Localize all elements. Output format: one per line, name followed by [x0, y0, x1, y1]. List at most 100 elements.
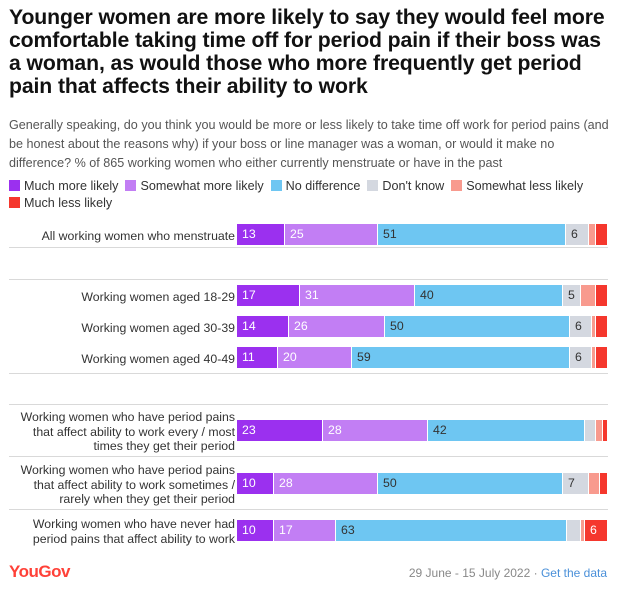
bar-segment: 6: [570, 316, 591, 337]
row-divider: [9, 247, 608, 248]
stacked-bar: 23 28 42: [237, 420, 607, 441]
category-label: Working women aged 30-39: [81, 321, 235, 335]
bar-segment: 50: [378, 473, 562, 494]
data-label: 5: [568, 288, 575, 302]
category-label: Working women who have period pains that…: [20, 410, 235, 453]
legend-swatch: [9, 180, 20, 191]
data-label: 17: [279, 523, 293, 537]
footer-separator: ·: [530, 566, 541, 580]
bar-segment: 59: [352, 347, 569, 368]
bar-segment: 28: [323, 420, 427, 441]
bar-segment: 42: [428, 420, 584, 441]
bar-segment: [585, 420, 595, 441]
data-label: 6: [590, 523, 597, 537]
bar-segment: 40: [415, 285, 562, 306]
data-label: 31: [305, 288, 319, 302]
bar-segment: 6: [585, 520, 607, 541]
legend-swatch: [9, 197, 20, 208]
bar-segment: 5: [563, 285, 580, 306]
bar-segment: 23: [237, 420, 322, 441]
bar-segment: [581, 520, 584, 541]
get-data-link[interactable]: Get the data: [540, 566, 607, 580]
legend-item: Much less likely: [9, 195, 112, 212]
category-label: Working women aged 18-29: [81, 290, 235, 304]
legend-label: Much more likely: [24, 179, 119, 193]
bar-segment: [589, 224, 595, 245]
data-label: 6: [571, 227, 578, 241]
legend: Much more likely Somewhat more likely No d…: [9, 178, 613, 212]
legend-item: No difference: [270, 178, 361, 195]
bar-segment: [603, 420, 607, 441]
bar-segment: [600, 473, 607, 494]
bar-segment: 6: [570, 347, 591, 368]
category-label: Working women who have never had period …: [32, 517, 235, 546]
bar-segment: 11: [237, 347, 277, 368]
data-label: 26: [294, 319, 308, 333]
row-divider: [9, 404, 608, 405]
data-label: 28: [279, 476, 293, 490]
legend-label: Much less likely: [24, 196, 113, 210]
bar-segment: [567, 520, 580, 541]
data-label: 40: [420, 288, 434, 302]
stacked-bar: 11 20 59 6: [237, 347, 607, 368]
category-label: Working women who have period pains that…: [20, 463, 235, 506]
stacked-bar: 13 25 51 6: [237, 224, 607, 245]
legend-label: No difference: [285, 179, 361, 193]
bar-segment: 50: [385, 316, 569, 337]
stacked-bar: 10 28 50 7: [237, 473, 607, 494]
bar-segment: [581, 285, 595, 306]
yougov-logo: YouGov: [9, 562, 70, 581]
legend-item: Somewhat less likely: [451, 178, 583, 195]
data-label: 7: [568, 476, 575, 490]
bar-segment: 13: [237, 224, 284, 245]
data-label: 59: [357, 350, 371, 364]
data-label: 17: [242, 288, 256, 302]
bar-segment: [589, 473, 599, 494]
legend-item: Much more likely: [9, 178, 118, 195]
bar-segment: 6: [566, 224, 588, 245]
data-label: 50: [390, 319, 404, 333]
bar-segment: [596, 224, 607, 245]
data-label: 20: [283, 350, 297, 364]
data-label: 42: [433, 423, 447, 437]
legend-label: Don't know: [382, 179, 445, 193]
bar-segment: 63: [336, 520, 566, 541]
data-label: 10: [242, 523, 256, 537]
bar-segment: 14: [237, 316, 288, 337]
bar-segment: [592, 316, 595, 337]
category-label: All working women who menstruate: [41, 229, 235, 243]
bar-segment: 10: [237, 473, 273, 494]
data-label: 28: [328, 423, 342, 437]
row-divider: [9, 509, 608, 510]
legend-item: Somewhat more likely: [125, 178, 264, 195]
bar-segment: 31: [300, 285, 414, 306]
date-range: 29 June - 15 July 2022: [408, 566, 531, 580]
bar-segment: 25: [285, 224, 377, 245]
legend-swatch: [367, 180, 379, 191]
bar-segment: [596, 285, 607, 306]
bar-segment: 28: [274, 473, 377, 494]
bar-segment: [592, 347, 595, 368]
stacked-bar: 14 26 50 6: [237, 316, 607, 337]
chart-subtitle: Generally speaking, do you think you wou…: [9, 118, 609, 170]
bar-segment: [596, 420, 602, 441]
legend-swatch: [270, 180, 282, 191]
bar-segment: 7: [563, 473, 588, 494]
stacked-bar: 10 17 63 6: [237, 520, 607, 541]
bar-segment: 51: [378, 224, 565, 245]
legend-item: Don't know: [367, 178, 444, 195]
chart-title: Younger women are more likely to say the…: [9, 6, 605, 98]
bar-segment: [596, 316, 607, 337]
row-divider: [9, 279, 608, 280]
data-label: 63: [341, 523, 355, 537]
category-label: Working women aged 40-49: [81, 352, 235, 366]
legend-swatch: [451, 180, 463, 191]
bar-segment: [596, 347, 607, 368]
data-label: 51: [383, 227, 397, 241]
row-divider: [9, 373, 608, 374]
data-label: 6: [575, 350, 582, 364]
data-label: 13: [242, 227, 256, 241]
data-label: 6: [575, 319, 582, 333]
data-label: 25: [290, 227, 304, 241]
legend-label: Somewhat more likely: [140, 179, 264, 193]
